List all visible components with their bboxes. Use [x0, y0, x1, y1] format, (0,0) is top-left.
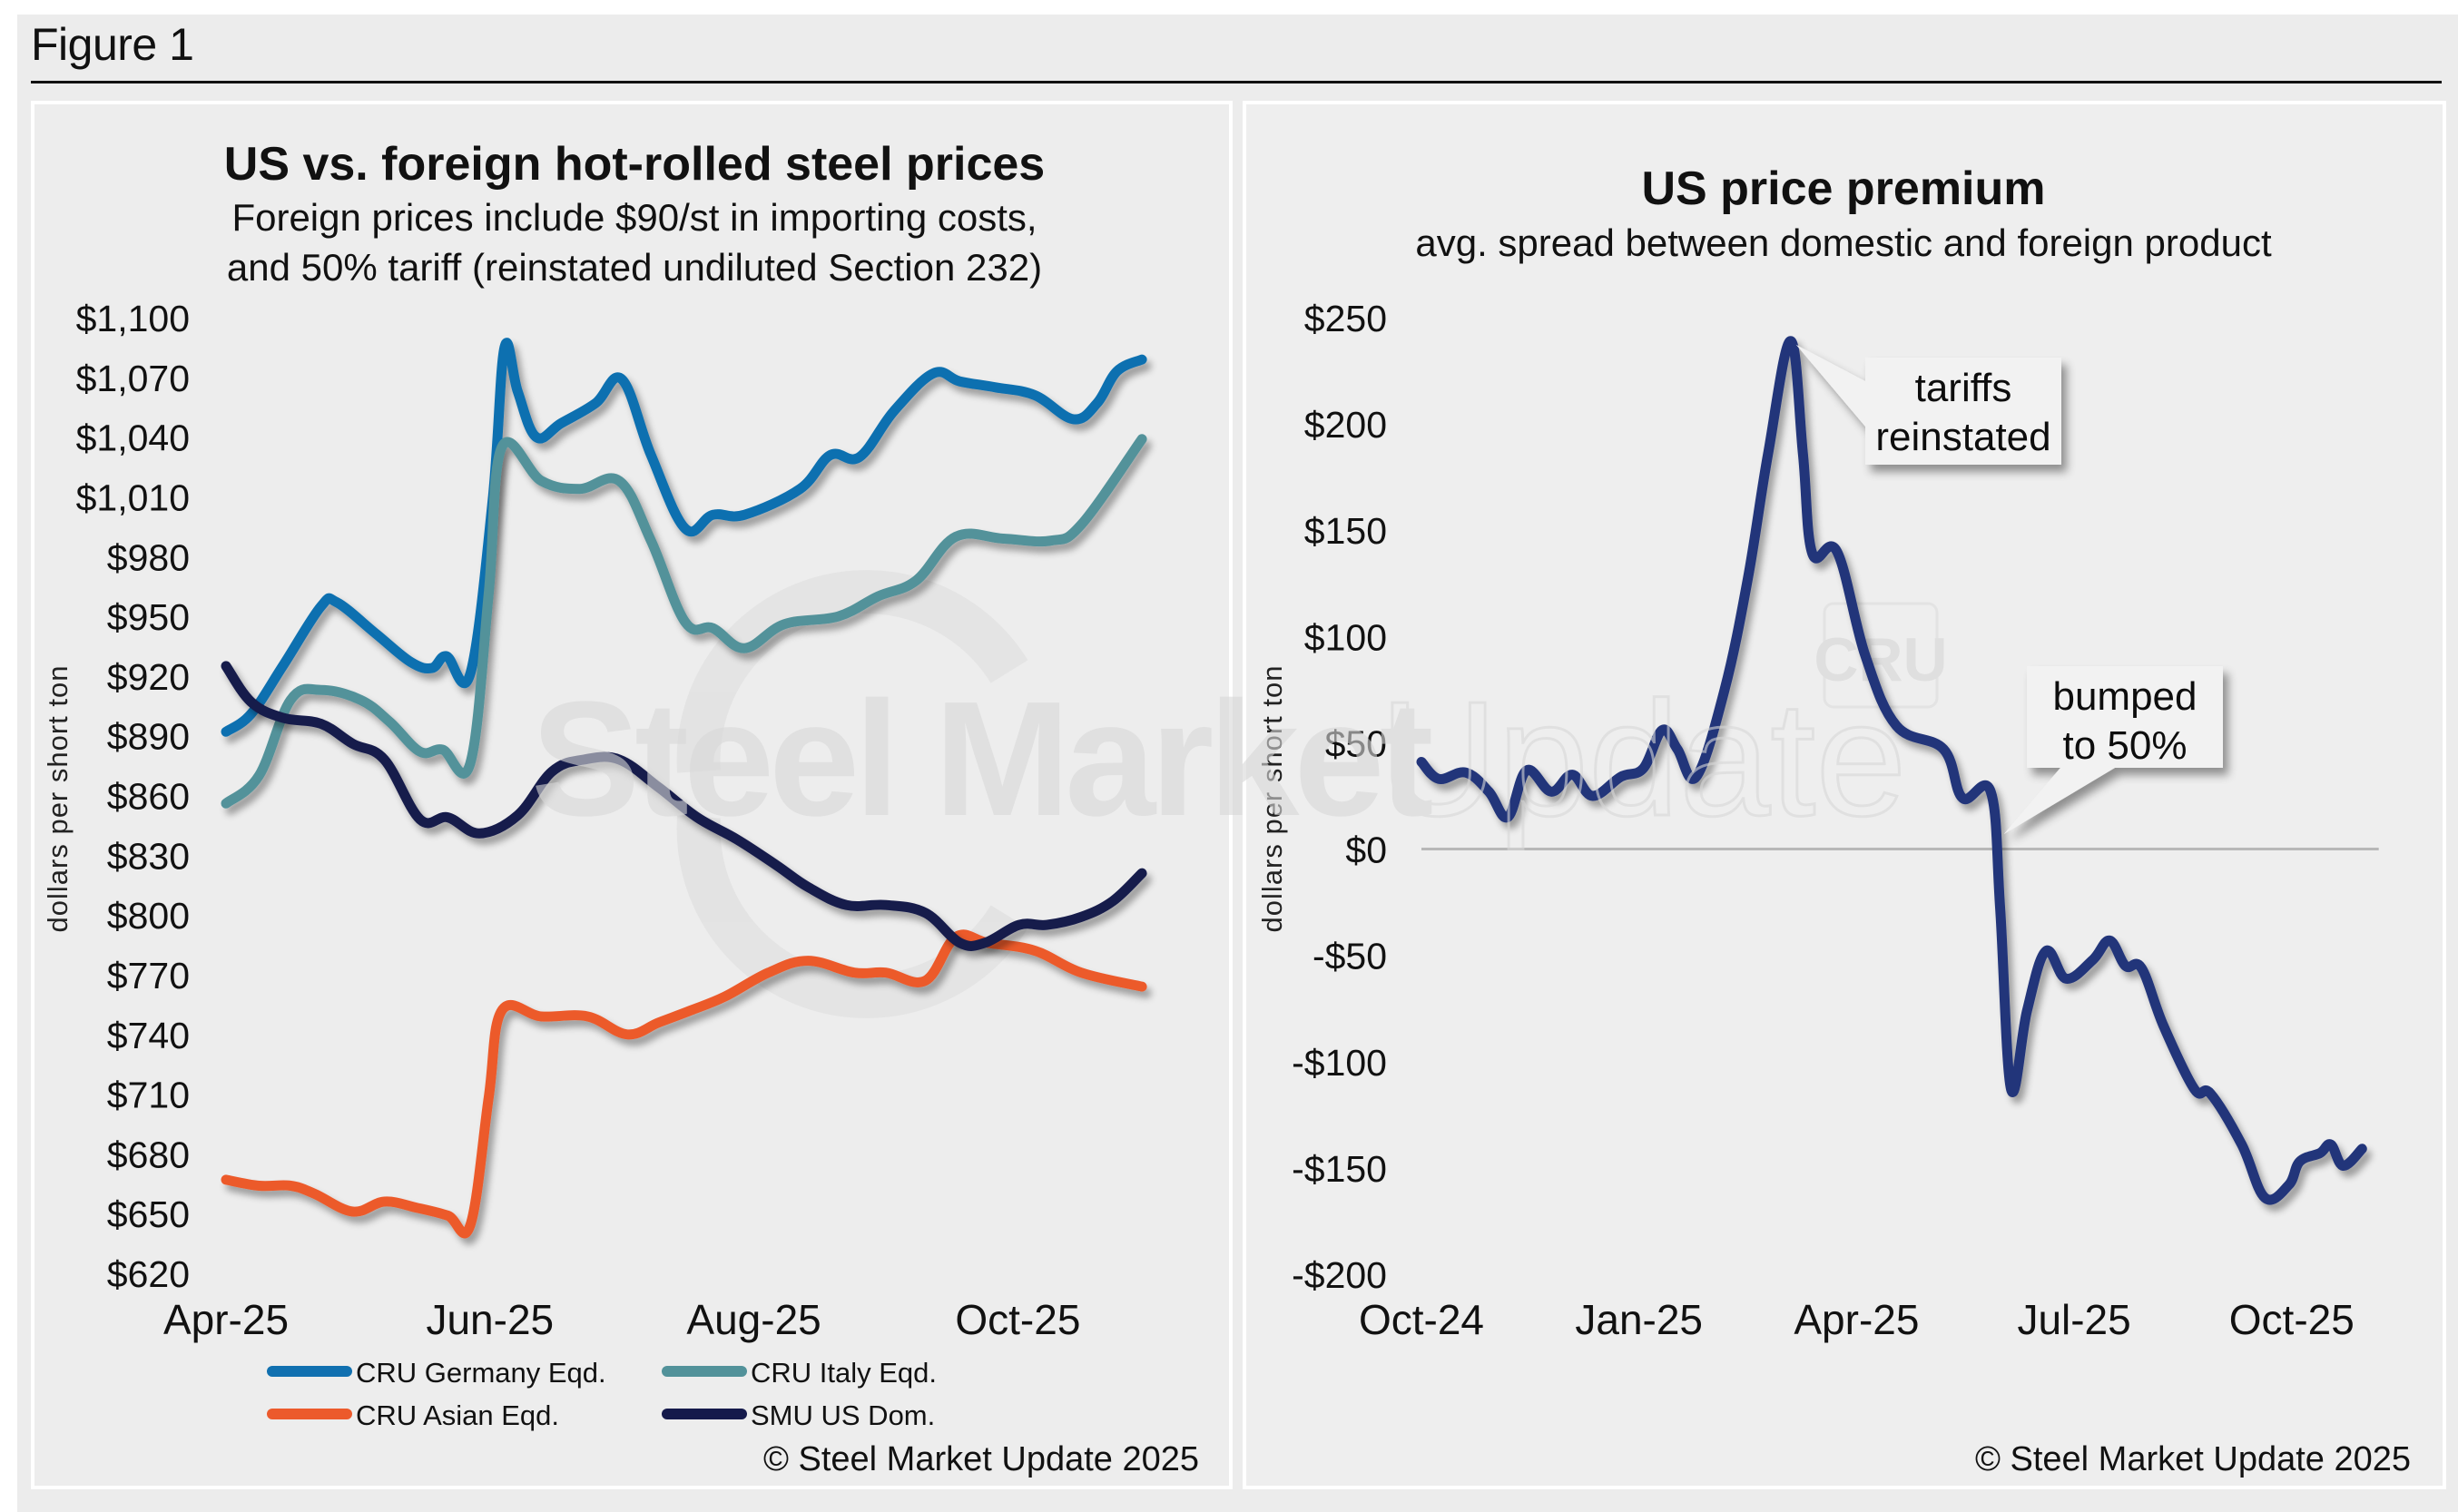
right-y-tick-label: $200: [1304, 404, 1387, 446]
right-y-tick-label: $150: [1304, 510, 1387, 552]
right-chart-subtitle: avg. spread between domestic and foreign…: [1415, 221, 2272, 264]
watermark-text-update: Update: [1380, 668, 1906, 850]
callout-tariffs-reinstated: tariffs reinstated: [1795, 344, 2061, 465]
left-y-tick-label: $890: [107, 716, 190, 758]
legend-item: CRU Asian Eqd.: [267, 1399, 559, 1431]
legend-label: CRU Italy Eqd.: [751, 1357, 937, 1389]
right-y-tick-label: $0: [1345, 830, 1387, 871]
right-x-ticks: Oct-24 Jan-25 Apr-25 Jul-25 Oct-25: [1359, 1296, 2355, 1343]
left-legend: CRU Germany Eqd. CRU Italy Eqd. CRU Asian …: [267, 1357, 937, 1431]
right-x-tick-label: Oct-25: [2229, 1296, 2355, 1343]
figure-label: Figure 1: [31, 19, 194, 70]
left-y-tick-label: $1,100: [76, 298, 190, 339]
left-y-tick-label: $650: [107, 1193, 190, 1235]
header-rule: [31, 81, 2442, 83]
right-y-tick-label: $50: [1325, 722, 1387, 764]
right-x-tick-label: Jan-25: [1575, 1296, 1703, 1343]
right-chart-title: US price premium: [1641, 162, 2045, 215]
left-x-tick-label: Oct-25: [955, 1296, 1080, 1343]
right-chart-panel: [1243, 101, 2446, 1489]
right-y-ticks: $250 $200 $150 $100 $50 $0 -$50 -$100 -$150 -$200: [1292, 298, 1387, 1296]
cru-watermark: CRU: [1814, 602, 1948, 709]
left-y-ticks: $1,100 $1,070 $1,040 $1,010 $980 $950 $920 $890…: [76, 298, 190, 1295]
left-y-tick-label: $770: [107, 955, 190, 997]
left-y-tick-label: $1,010: [76, 476, 190, 518]
cru-watermark-text: CRU: [1814, 625, 1947, 694]
legend-item: CRU Italy Eqd.: [662, 1357, 937, 1389]
left-x-ticks: Apr-25 Jun-25 Aug-25 Oct-25: [163, 1296, 1080, 1343]
left-x-tick-label: Aug-25: [686, 1296, 821, 1343]
right-y-tick-label: -$100: [1292, 1042, 1387, 1084]
right-y-tick-label: $250: [1304, 298, 1387, 339]
left-y-tick-label: $740: [107, 1015, 190, 1056]
left-y-tick-label: $680: [107, 1134, 190, 1175]
left-y-tick-label: $1,070: [76, 358, 190, 399]
series-line-us-price-premium: [1416, 336, 2367, 1205]
left-chart: US vs. foreign hot-rolled steel prices F…: [42, 138, 1199, 1478]
right-x-tick-label: Jul-25: [2017, 1296, 2130, 1343]
right-y-tick-label: -$150: [1292, 1148, 1387, 1190]
series-line-cru-italy-eqd: [221, 434, 1147, 809]
series-line-cru-asian-eqd: [221, 929, 1147, 1239]
left-y-tick-label: $980: [107, 536, 190, 578]
legend-item: CRU Germany Eqd.: [267, 1357, 606, 1389]
right-y-tick-label: $100: [1304, 616, 1387, 658]
right-y-axis-label: dollars per short ton: [1256, 665, 1288, 933]
left-chart-subtitle-line-2: and 50% tariff (reinstated undiluted Sec…: [227, 246, 1042, 289]
left-y-tick-label: $920: [107, 656, 190, 698]
left-y-tick-label: $860: [107, 776, 190, 818]
steel-market-update-watermark: [676, 570, 1028, 1018]
text-watermark: Steel Market Update: [531, 667, 1908, 852]
series-line-smu-us-dom: [221, 661, 1147, 951]
callout-box: [2027, 666, 2223, 768]
callout-pointer: [1795, 344, 1865, 427]
legend-item: SMU US Dom.: [662, 1399, 935, 1431]
left-y-tick-label: $830: [107, 835, 190, 877]
right-series-lines: [1416, 336, 2367, 1205]
watermark-arc-top: [676, 570, 1028, 773]
left-chart-subtitle-line-1: Foreign prices include $90/st in importi…: [231, 196, 1037, 239]
left-y-tick-label: $800: [107, 895, 190, 937]
callout-text-line: tariffs: [1915, 366, 2012, 410]
series-line-cru-germany-eqd: [221, 338, 1147, 737]
right-y-tick-label: -$200: [1292, 1254, 1387, 1296]
right-y-tick-label: -$50: [1313, 936, 1387, 977]
callout-text-line: to 50%: [2063, 723, 2188, 768]
left-chart-title: US vs. foreign hot-rolled steel prices: [224, 138, 1045, 191]
right-x-tick-label: Oct-24: [1359, 1296, 1484, 1343]
left-y-axis-label: dollars per short ton: [42, 665, 74, 933]
left-y-tick-label: $950: [107, 596, 190, 638]
left-x-tick-label: Jun-25: [426, 1296, 554, 1343]
watermark-text-steel-market: Steel Market: [531, 668, 1432, 850]
legend-label: CRU Germany Eqd.: [356, 1357, 606, 1389]
callout-text-line: bumped: [2052, 674, 2197, 719]
left-y-tick-label: $710: [107, 1075, 190, 1116]
left-series-lines: [221, 338, 1147, 1239]
callout-text-line: reinstated: [1875, 415, 2050, 459]
left-x-tick-label: Apr-25: [163, 1296, 289, 1343]
right-chart: US price premium avg. spread between dom…: [1256, 162, 2411, 1478]
right-x-tick-label: Apr-25: [1794, 1296, 1919, 1343]
callout-pointer: [2003, 768, 2115, 835]
callout-box: [1865, 358, 2061, 465]
right-copyright: © Steel Market Update 2025: [1975, 1440, 2411, 1478]
left-y-tick-label: $620: [107, 1253, 190, 1295]
legend-label: CRU Asian Eqd.: [356, 1399, 559, 1431]
left-copyright: © Steel Market Update 2025: [763, 1440, 1199, 1478]
left-y-tick-label: $1,040: [76, 417, 190, 459]
watermark-arc-bottom: [676, 815, 1028, 1018]
legend-label: SMU US Dom.: [751, 1399, 935, 1431]
